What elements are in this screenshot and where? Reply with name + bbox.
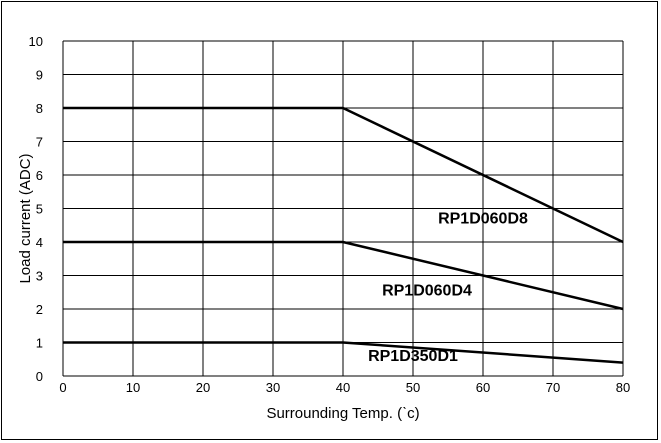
x-tick-label-20: 20 (196, 380, 210, 395)
series-line-RP1D350D1 (63, 341, 624, 364)
y-tick-label-5: 5 (36, 202, 43, 217)
y-tick-label-6: 6 (36, 168, 43, 183)
x-tick-label-50: 50 (406, 380, 420, 395)
y-tick-label-1: 1 (36, 336, 43, 351)
x-tick-label-40: 40 (336, 380, 350, 395)
x-tick-label-80: 80 (616, 380, 630, 395)
y-axis-title: Load current (ADC) (17, 153, 34, 283)
grid (62, 40, 624, 377)
y-tick-label-9: 9 (36, 68, 43, 83)
y-tick-label-3: 3 (36, 269, 43, 284)
x-tick-label-0: 0 (59, 380, 66, 395)
y-tick-label-7: 7 (36, 135, 43, 150)
y-tick-label-8: 8 (36, 101, 43, 116)
x-axis-title: Surrounding Temp. (ˋc) (266, 405, 419, 422)
x-axis-ticks: 0 10 20 30 40 50 60 70 80 (59, 380, 630, 395)
series-label-RP1D350D1: RP1D350D1 (368, 348, 458, 365)
y-tick-label-2: 2 (36, 302, 43, 317)
series-labels: RP1D060D8 RP1D060D4 RP1D350D1 (368, 211, 528, 365)
x-tick-label-60: 60 (476, 380, 490, 395)
series-label-RP1D060D8: RP1D060D8 (438, 211, 528, 228)
series-line-RP1D060D8 (63, 106, 624, 244)
y-tick-label-0: 0 (36, 369, 43, 384)
series-line-RP1D060D4 (63, 240, 624, 311)
x-tick-label-10: 10 (126, 380, 140, 395)
series-lines (63, 106, 624, 364)
series-label-RP1D060D4: RP1D060D4 (382, 283, 472, 300)
x-tick-label-30: 30 (266, 380, 280, 395)
y-tick-label-10: 10 (29, 34, 43, 49)
y-axis-ticks: 0 1 2 3 4 5 6 7 8 9 10 (29, 34, 43, 384)
x-tick-label-70: 70 (546, 380, 560, 395)
y-tick-label-4: 4 (36, 235, 43, 250)
